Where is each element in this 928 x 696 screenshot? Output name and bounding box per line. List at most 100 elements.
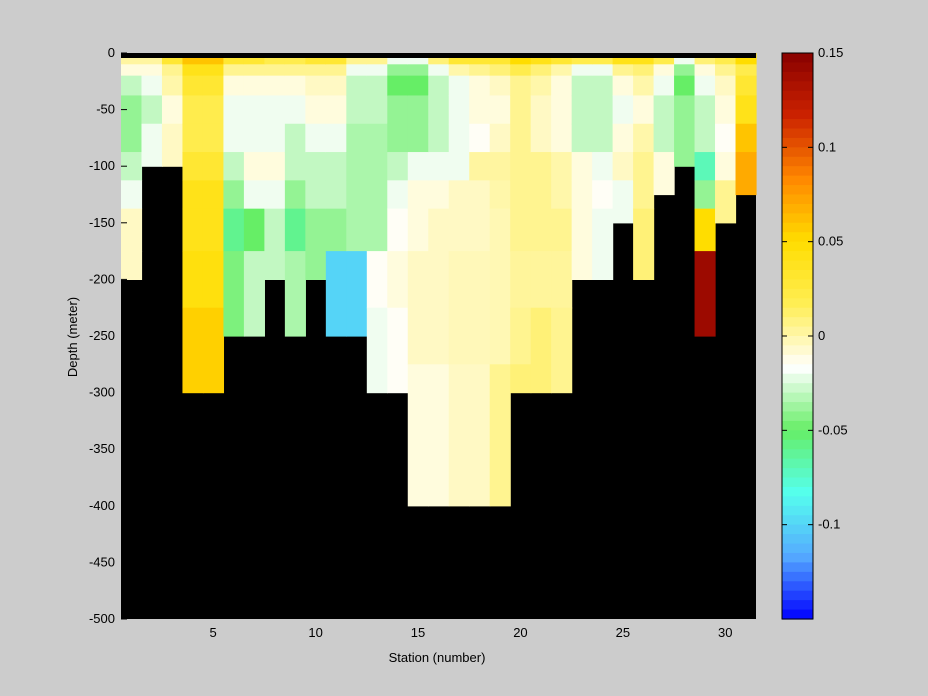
heatmap-cell [633, 95, 655, 125]
heatmap-cell [428, 180, 450, 210]
heatmap-cell [243, 64, 265, 77]
y-tick-label: -500 [89, 611, 115, 626]
heatmap-cell [510, 307, 532, 365]
heatmap-cell [407, 307, 429, 365]
colorbar-segment [782, 402, 813, 413]
heatmap-cell [284, 180, 306, 210]
colorbar [781, 52, 814, 620]
heatmap-cell [571, 152, 593, 181]
heatmap-cell [571, 251, 593, 280]
heatmap-cell [121, 180, 143, 210]
colorbar-segment [782, 222, 813, 233]
heatmap-cell [551, 123, 573, 153]
colorbar-segment [782, 552, 813, 563]
heatmap-cell [448, 95, 470, 125]
heatmap-cell [653, 53, 675, 65]
heatmap-cell [346, 53, 368, 65]
heatmap-cell [182, 208, 204, 252]
colorbar-segment [782, 298, 813, 309]
heatmap-cell [571, 180, 593, 210]
heatmap-cell [325, 75, 347, 97]
heatmap-cell [243, 180, 265, 210]
heatmap-cell [428, 307, 450, 365]
y-tick-label: -50 [96, 102, 115, 117]
heatmap-cell [469, 152, 491, 181]
heatmap-cell [161, 75, 184, 97]
heatmap-cell [633, 75, 655, 97]
heatmap-cell [387, 152, 409, 181]
heatmap-cell [653, 152, 675, 196]
colorbar-segment [782, 477, 813, 488]
heatmap-cell [510, 75, 532, 97]
heatmap-cell [428, 123, 450, 153]
heatmap-cell [121, 75, 143, 97]
heatmap-cell [551, 307, 573, 394]
heatmap-cell [407, 251, 429, 309]
heatmap-cell [633, 53, 655, 65]
heatmap-cell [305, 95, 327, 125]
colorbar-segment [782, 609, 813, 620]
colorbar-segment [782, 411, 813, 422]
heatmap-cell [612, 123, 634, 153]
heatmap-cell [489, 180, 511, 210]
heatmap-cells [121, 53, 757, 507]
heatmap-cell [735, 123, 757, 153]
heatmap-cell [694, 208, 716, 252]
heatmap-cell [674, 95, 696, 125]
heatmap-cell [715, 53, 737, 65]
heatmap-cell [346, 123, 368, 153]
heatmap-cell [510, 152, 532, 181]
heatmap-cell [264, 152, 286, 181]
colorbar-segment [782, 373, 813, 384]
heatmap-cell [182, 95, 204, 125]
heatmap-cell [448, 152, 470, 181]
heatmap-cell [202, 251, 225, 309]
colorbar-segment [782, 571, 813, 582]
heatmap-cell [571, 95, 593, 125]
heatmap-cell [284, 53, 306, 65]
heatmap-cell [571, 208, 593, 252]
heatmap-cell [551, 53, 573, 65]
heatmap-cell [715, 152, 737, 181]
x-tick-label: 20 [513, 625, 527, 640]
heatmap-cell [612, 53, 634, 65]
heatmap-cell [612, 75, 634, 97]
heatmap-cell [182, 53, 204, 65]
heatmap-cell [530, 307, 552, 394]
colorbar-segment [782, 232, 813, 243]
heatmap-cell [469, 123, 491, 153]
heatmap-cell [346, 152, 368, 181]
heatmap-cell [469, 364, 491, 507]
heatmap-cell [448, 53, 470, 65]
colorbar-segment [782, 326, 813, 337]
heatmap-cell [243, 123, 265, 153]
heatmap-cell [448, 364, 470, 507]
heatmap-cell [530, 123, 552, 153]
colorbar-segment [782, 345, 813, 356]
heatmap-cell [694, 95, 716, 125]
heatmap-cell [715, 95, 737, 125]
colorbar-segment [782, 383, 813, 394]
heatmap-cell [735, 95, 757, 125]
heatmap-cell [530, 64, 552, 77]
heatmap-cell [141, 64, 163, 77]
heatmap-cell [346, 64, 368, 77]
heatmap-cell [530, 208, 552, 252]
heatmap-cell [592, 180, 614, 210]
heatmap-cell [612, 152, 634, 181]
heatmap-cell [305, 53, 327, 65]
heatmap-cell [141, 53, 163, 65]
colorbar-segment [782, 166, 813, 177]
heatmap-cell [633, 208, 655, 280]
colorbar-tick-label: 0.15 [818, 45, 843, 60]
heatmap-cell [592, 53, 614, 65]
y-tick-label: -350 [89, 441, 115, 456]
colorbar-segment [782, 213, 813, 224]
heatmap-cell [223, 75, 245, 97]
colorbar-segment [782, 203, 813, 214]
heatmap-cell [366, 180, 388, 210]
heatmap-cell [448, 75, 470, 97]
heatmap-cell [551, 180, 573, 210]
colorbar-segment [782, 128, 813, 139]
heatmap-cell [264, 208, 286, 280]
